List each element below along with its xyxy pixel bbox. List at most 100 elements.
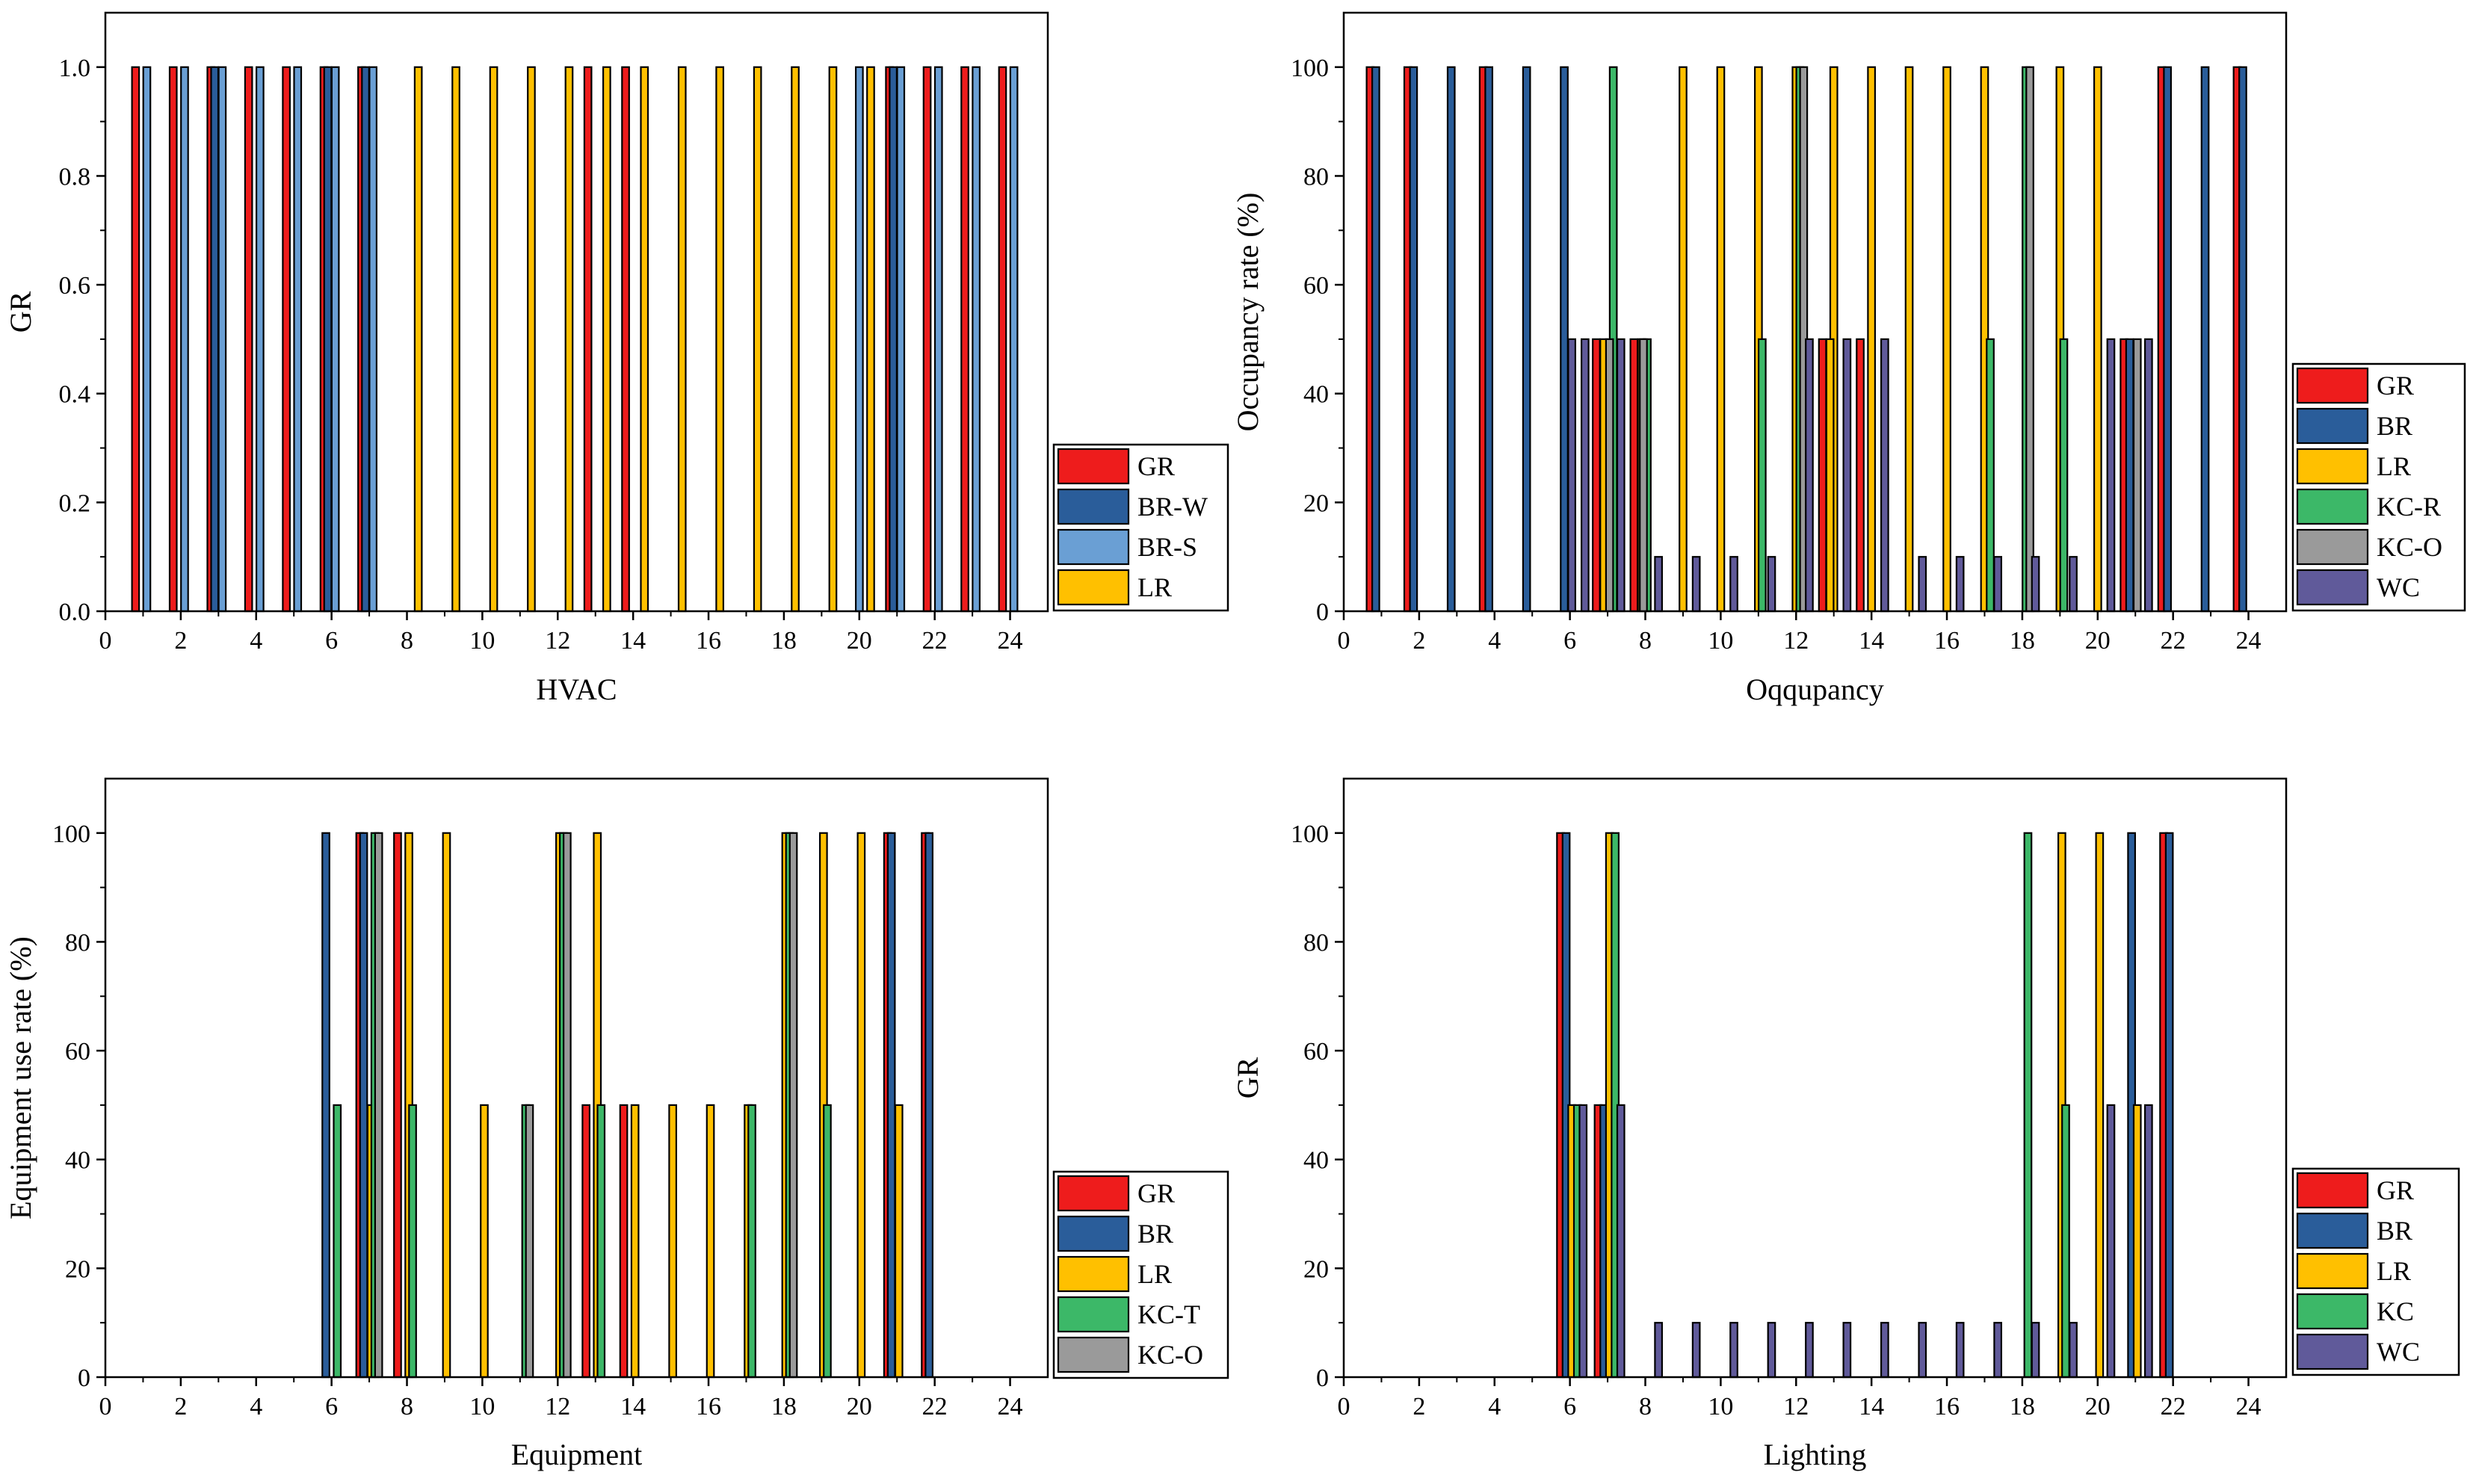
bar-wc-6 xyxy=(1767,1322,1776,1379)
legend-swatch-gr xyxy=(2296,1172,2369,1209)
bar-wc-1 xyxy=(1567,338,1576,613)
plot-frame xyxy=(104,11,1049,613)
y-tick-label: 60 xyxy=(1303,272,1329,300)
legend-label-br: BR xyxy=(1137,1219,1173,1249)
bar-br-1 xyxy=(1371,66,1380,613)
legend-swatch-wc xyxy=(2296,1333,2369,1370)
y-tick-label: 0.0 xyxy=(59,599,91,626)
bar-gr-5 xyxy=(282,66,291,613)
bar-kc-t-1 xyxy=(333,1104,342,1379)
x-tick-label: 2 xyxy=(174,1393,187,1420)
bar-lr-4 xyxy=(2095,832,2105,1379)
bar-br-6 xyxy=(1560,66,1569,613)
x-tick-label: 4 xyxy=(250,1393,262,1420)
legend-label-kc: KC xyxy=(2377,1296,2414,1326)
chart-1: 0 2 4 6 8 10 12 14 16 18 20 22 240.00.20.40.60.81.0H… xyxy=(4,11,1229,706)
bar-lr-14 xyxy=(1825,338,1835,613)
bar-lr-8 xyxy=(1867,66,1876,613)
bar-wc-10 xyxy=(1918,1322,1927,1379)
bar-gr-3 xyxy=(581,1104,591,1379)
bar-br-s-4 xyxy=(256,66,265,613)
legend-label-br: BR xyxy=(2377,411,2412,441)
bar-wc-11 xyxy=(1918,556,1927,613)
bar-kc-o-4 xyxy=(2025,66,2034,613)
y-tick-label: 40 xyxy=(1303,1147,1329,1175)
bar-gr-9 xyxy=(621,66,630,613)
x-tick-label: 16 xyxy=(1934,627,1960,655)
legend: GR BR LR KC-T KC-O xyxy=(1052,1170,1229,1379)
bar-br-3 xyxy=(886,832,896,1379)
bar-kc-t-3 xyxy=(408,1104,417,1379)
x-tick-label: 18 xyxy=(2010,1393,2035,1420)
x-tick-label: 8 xyxy=(1639,627,1652,655)
bar-lr-7 xyxy=(640,66,649,613)
legend-label-kc-o: KC-O xyxy=(2377,532,2442,562)
bar-wc-16 xyxy=(2144,1104,2153,1379)
y-tick-label: 1.0 xyxy=(59,55,91,82)
bar-gr-2 xyxy=(168,66,178,613)
x-tick-label: 24 xyxy=(998,1393,1023,1420)
x-tick-label: 18 xyxy=(771,627,797,655)
legend-swatch-lr xyxy=(1057,569,1130,606)
bar-lr-3 xyxy=(442,832,451,1379)
x-tick-label: 22 xyxy=(922,1393,948,1420)
y-tick-label: 40 xyxy=(1303,381,1329,409)
legend-swatch-kc-t xyxy=(1057,1296,1130,1333)
bar-br-7 xyxy=(2163,66,2172,613)
bar-gr-4 xyxy=(244,66,253,613)
bar-wc-7 xyxy=(1767,556,1776,613)
bar-gr-8 xyxy=(583,66,593,613)
legend: GR BR-W BR-S LR xyxy=(1052,443,1229,612)
x-tick-label: 10 xyxy=(469,627,495,655)
bar-br-s-2 xyxy=(180,66,189,613)
bar-br-s-10 xyxy=(933,66,943,613)
x-tick-label: 12 xyxy=(545,627,570,655)
bar-wc-5 xyxy=(1729,1322,1738,1379)
bar-lr-1 xyxy=(413,66,423,613)
x-tick-label: 10 xyxy=(469,1393,495,1420)
bar-br-2 xyxy=(1409,66,1418,613)
bar-gr-1 xyxy=(131,66,141,613)
bar-br-w-1 xyxy=(210,66,220,613)
x-tick-label: 12 xyxy=(545,1393,570,1420)
y-axis-title: GR xyxy=(1231,1057,1265,1098)
bar-lr-9 xyxy=(715,66,725,613)
bar-lr-13 xyxy=(2093,66,2102,613)
legend-label-gr: GR xyxy=(1137,451,1175,481)
legend-swatch-kc-o xyxy=(2296,528,2369,566)
bar-wc-14 xyxy=(2031,556,2040,613)
bar-lr-4 xyxy=(480,1104,489,1379)
x-tick-label: 6 xyxy=(1563,1393,1576,1420)
y-tick-label: 0 xyxy=(78,1364,90,1392)
bar-wc-13 xyxy=(1993,556,2002,613)
x-tick-label: 24 xyxy=(2236,1393,2261,1420)
x-tick-label: 6 xyxy=(325,1393,338,1420)
bar-br-s-6 xyxy=(330,66,340,613)
bar-lr-11 xyxy=(791,66,800,613)
chart-3: 0 2 4 6 8 10 12 14 16 18 20 22 24020406080100Equipme… xyxy=(4,777,1229,1471)
bar-br-8 xyxy=(2200,66,2210,613)
plot-frame xyxy=(1342,11,2288,613)
legend-swatch-lr xyxy=(2296,448,2369,485)
y-tick-label: 80 xyxy=(1303,163,1329,191)
x-tick-label: 16 xyxy=(1934,1393,1960,1420)
bar-gr-7 xyxy=(1856,338,1865,613)
legend-swatch-br xyxy=(1057,1215,1130,1252)
x-tick-label: 10 xyxy=(1708,1393,1733,1420)
bar-wc-6 xyxy=(1729,556,1738,613)
x-tick-label: 18 xyxy=(771,1393,797,1420)
bar-wc-17 xyxy=(2144,338,2153,613)
bar-br-1 xyxy=(321,832,330,1379)
legend-label-gr: GR xyxy=(1137,1178,1175,1208)
bar-wc-7 xyxy=(1805,1322,1814,1379)
bar-br-5 xyxy=(1522,66,1531,613)
bar-kc-o-5 xyxy=(2132,338,2142,613)
legend-label-gr: GR xyxy=(2377,1175,2414,1205)
x-axis-title: Lighting xyxy=(1764,1438,1867,1471)
y-tick-label: 0 xyxy=(1316,599,1329,626)
x-tick-label: 20 xyxy=(2085,627,2111,655)
y-tick-label: 80 xyxy=(1303,929,1329,956)
y-tick-label: 100 xyxy=(1291,55,1329,82)
legend-swatch-lr xyxy=(1057,1255,1130,1293)
